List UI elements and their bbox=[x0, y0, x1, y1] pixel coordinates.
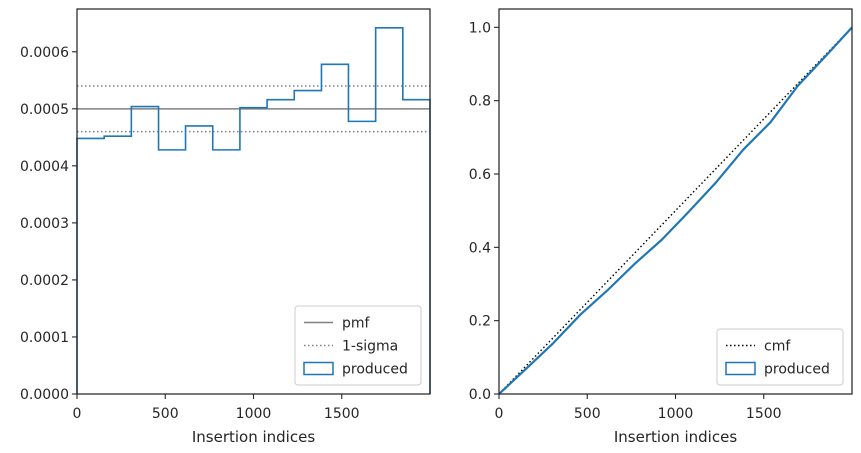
y-tick-label: 0.0004 bbox=[20, 159, 69, 175]
cmf-x-axis-label: Insertion indices bbox=[614, 428, 737, 446]
y-tick-label: 0.0 bbox=[469, 387, 491, 403]
histogram-marks bbox=[76, 27, 431, 394]
y-tick-label: 0.0001 bbox=[20, 330, 69, 346]
histogram-x-axis-label: Insertion indices bbox=[192, 428, 315, 446]
histogram-bin bbox=[267, 100, 294, 394]
y-tick-label: 0.0005 bbox=[20, 102, 69, 118]
cmf-axes-frame bbox=[498, 8, 853, 395]
legend-label-1-sigma: 1-sigma bbox=[342, 339, 398, 355]
histogram-bin bbox=[186, 126, 213, 394]
legend-box bbox=[294, 305, 422, 386]
y-tick-label: 0.4 bbox=[469, 240, 491, 256]
histogram-legend: pmf 1-sigma produced bbox=[294, 305, 422, 386]
y-tick-label: 0.0002 bbox=[20, 273, 69, 289]
legend-label-produced: produced bbox=[764, 362, 830, 378]
x-tick-label: 0 bbox=[73, 406, 82, 422]
histogram-bin bbox=[240, 108, 267, 394]
y-tick-label: 0.6 bbox=[469, 167, 491, 183]
histogram-bin bbox=[104, 136, 131, 394]
x-tick-label: 1000 bbox=[658, 406, 694, 422]
x-tick-label: 0 bbox=[495, 406, 504, 422]
y-tick-label: 0.0003 bbox=[20, 216, 69, 232]
legend-label-cmf: cmf bbox=[764, 339, 791, 355]
cmf-ticks: 0 500 1000 1500 0.0 0.2 0.4 0.6 0.8 1.0 bbox=[469, 20, 782, 422]
series-line-cmf bbox=[498, 26, 853, 395]
legend-swatch-produced bbox=[303, 361, 334, 376]
x-tick-label: 1500 bbox=[746, 406, 782, 422]
legend-swatch-produced bbox=[725, 361, 756, 376]
histogram-bin bbox=[159, 150, 186, 394]
y-tick-label: 0.0000 bbox=[20, 387, 69, 403]
histogram-panel: 0 500 1000 1500 0.0000 0.0001 0.0002 0.0003 0.00… bbox=[20, 8, 431, 446]
legend-label-pmf: pmf bbox=[342, 316, 371, 332]
cmf-panel: 0 500 1000 1500 0.0 0.2 0.4 0.6 0.8 1.0 Insertion… bbox=[469, 8, 853, 446]
x-tick-label: 1500 bbox=[324, 406, 360, 422]
y-tick-label: 0.8 bbox=[469, 94, 491, 110]
y-tick-label: 1.0 bbox=[469, 20, 491, 36]
histogram-bin bbox=[213, 150, 240, 394]
cmf-legend: cmf produced bbox=[716, 328, 844, 386]
histogram-ticks: 0 500 1000 1500 0.0000 0.0001 0.0002 0.0003 0.00… bbox=[20, 45, 360, 422]
histogram-bin bbox=[77, 138, 104, 394]
series-line-produced bbox=[498, 26, 853, 395]
x-tick-label: 500 bbox=[152, 406, 179, 422]
histogram-axes-frame bbox=[76, 8, 431, 395]
histogram-bin bbox=[131, 107, 158, 394]
produced-histogram-outline bbox=[76, 27, 431, 394]
y-tick-label: 0.0006 bbox=[20, 45, 69, 61]
cmf-marks bbox=[498, 26, 853, 395]
x-tick-label: 1000 bbox=[236, 406, 272, 422]
x-tick-label: 500 bbox=[574, 406, 601, 422]
y-tick-label: 0.2 bbox=[469, 314, 491, 330]
legend-label-produced: produced bbox=[342, 362, 408, 378]
legend-box bbox=[716, 328, 844, 386]
